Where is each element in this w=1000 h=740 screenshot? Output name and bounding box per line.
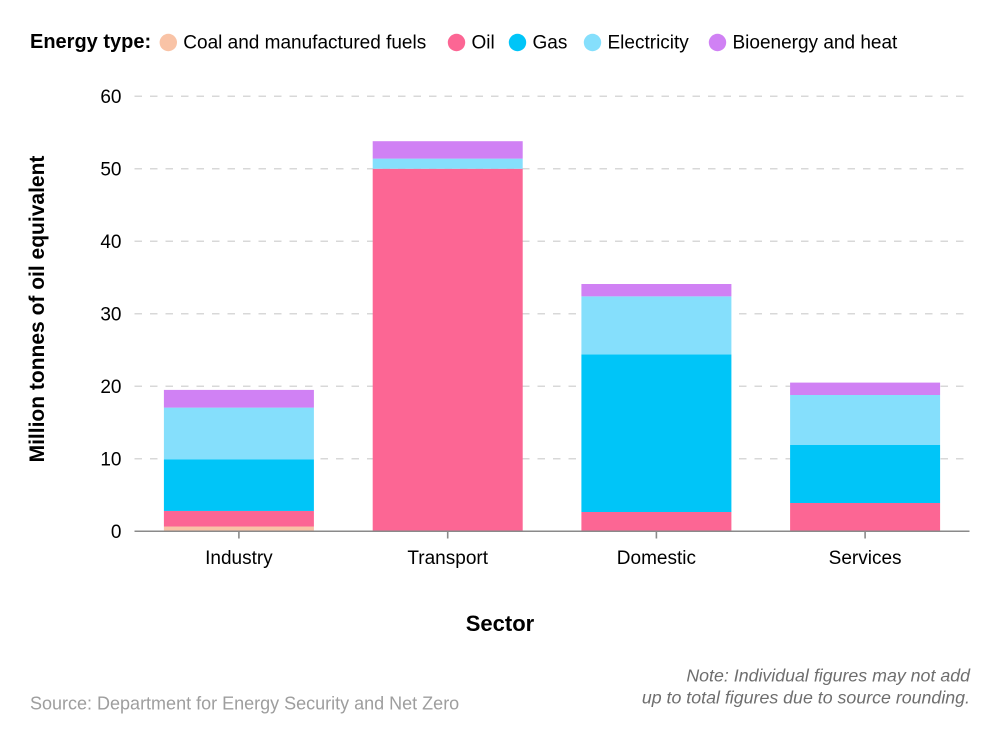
svg-text:20: 20 bbox=[100, 377, 121, 398]
svg-text:Bioenergy and heat: Bioenergy and heat bbox=[733, 33, 899, 54]
svg-text:up to total figures due to sou: up to total figures due to source roundi… bbox=[642, 688, 970, 708]
svg-text:Electricity: Electricity bbox=[608, 33, 690, 54]
svg-text:Transport: Transport bbox=[407, 548, 488, 569]
svg-text:50: 50 bbox=[100, 160, 121, 181]
svg-text:Gas: Gas bbox=[533, 33, 568, 54]
svg-text:40: 40 bbox=[100, 232, 121, 253]
svg-text:Sector: Sector bbox=[466, 611, 535, 636]
svg-text:30: 30 bbox=[100, 305, 121, 326]
svg-text:Source: Department for Energy: Source: Department for Energy Security a… bbox=[30, 694, 459, 714]
svg-text:Coal and manufactured fuels: Coal and manufactured fuels bbox=[183, 33, 426, 54]
svg-text:Industry: Industry bbox=[205, 548, 273, 569]
svg-text:0: 0 bbox=[111, 522, 122, 543]
svg-text:Domestic: Domestic bbox=[617, 548, 696, 569]
svg-text:Oil: Oil bbox=[472, 33, 495, 54]
svg-text:Million tonnes of oil equivale: Million tonnes of oil equivalent bbox=[26, 156, 49, 463]
svg-text:10: 10 bbox=[100, 450, 121, 471]
svg-text:Note: Individual figures may n: Note: Individual figures may not add bbox=[686, 666, 971, 686]
svg-text:Energy type:: Energy type: bbox=[30, 31, 151, 53]
svg-text:Services: Services bbox=[829, 548, 902, 569]
svg-text:60: 60 bbox=[100, 87, 121, 108]
